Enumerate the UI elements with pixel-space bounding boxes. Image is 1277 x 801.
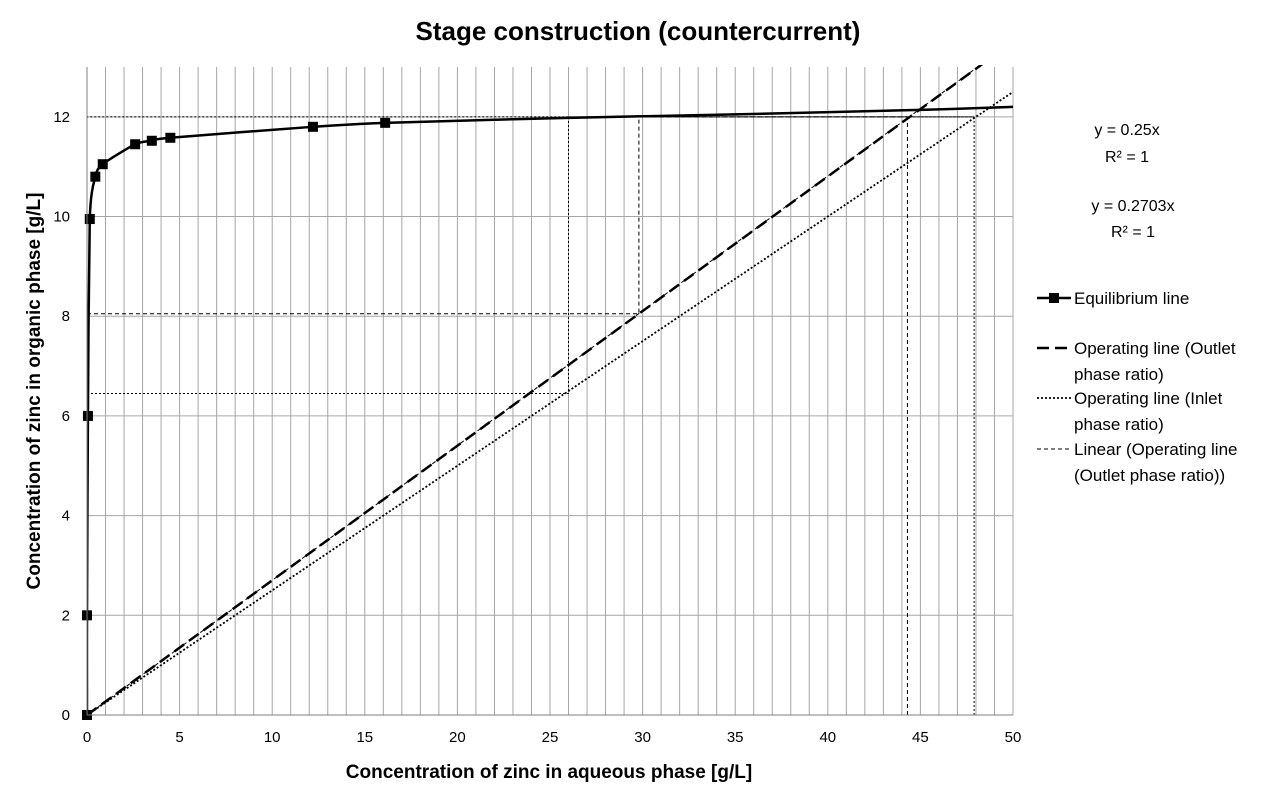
stage-step-line xyxy=(87,116,640,315)
series-marker xyxy=(90,171,101,182)
trendline-r2: R² = 1 xyxy=(1111,224,1155,241)
legend-label-line: Operating line (Outlet xyxy=(1074,339,1236,358)
stage-step-line xyxy=(87,116,570,394)
series-marker xyxy=(307,121,318,132)
y-tick-label: 2 xyxy=(62,607,70,624)
y-axis-title: Concentration of zinc in organic phase [… xyxy=(24,193,45,590)
legend: Equilibrium line Operating line (Outlet ph… xyxy=(1037,289,1237,485)
legend-label-line: Linear (Operating line xyxy=(1074,440,1237,459)
legend-label-line: Equilibrium line xyxy=(1074,289,1189,308)
y-tick-label: 10 xyxy=(53,209,70,226)
trendline-r2: R² = 1 xyxy=(1105,149,1149,166)
x-tick-label: 15 xyxy=(356,729,373,746)
legend-label-line: phase ratio) xyxy=(1074,415,1164,434)
legend-label-line: Operating line (Inlet xyxy=(1074,389,1223,408)
y-tick-label: 4 xyxy=(62,508,70,525)
x-tick-label: 10 xyxy=(264,729,281,746)
stage-steps xyxy=(87,116,975,715)
trendline-equation: y = 0.2703x xyxy=(1091,198,1174,215)
legend-label-line: phase ratio) xyxy=(1074,365,1164,384)
x-tick-label: 50 xyxy=(1005,729,1022,746)
series-marker xyxy=(97,159,108,170)
stage-step-line xyxy=(87,116,975,715)
legend-swatch-marker xyxy=(1049,293,1059,303)
tick-labels: 0 5 10 15 20 25 30 35 40 45 50 0 2 4 6 8 10 12 xyxy=(53,109,1021,746)
x-tick-label: 35 xyxy=(727,729,744,746)
x-tick-label: 30 xyxy=(634,729,651,746)
legend-label: Operating line (Inlet phase ratio) xyxy=(1074,389,1223,434)
y-tick-label: 6 xyxy=(62,408,70,425)
series-marker xyxy=(146,135,157,146)
series-marker xyxy=(84,214,95,225)
series-line xyxy=(87,65,982,716)
legend-label-line: (Outlet phase ratio)) xyxy=(1074,466,1225,485)
x-tick-label: 40 xyxy=(819,729,836,746)
series-marker xyxy=(380,117,391,128)
x-tick-label: 45 xyxy=(912,729,929,746)
legend-label: Linear (Operating line (Outlet phase rati… xyxy=(1074,440,1237,485)
y-tick-label: 0 xyxy=(62,707,70,724)
legend-label: Operating line (Outlet phase ratio) xyxy=(1074,339,1236,384)
series-marker xyxy=(130,139,141,150)
axes xyxy=(86,67,1013,716)
series-layer xyxy=(82,65,1014,720)
x-tick-label: 0 xyxy=(83,729,91,746)
x-tick-label: 5 xyxy=(175,729,183,746)
x-tick-label: 25 xyxy=(542,729,559,746)
y-tick-label: 8 xyxy=(62,308,70,325)
series-marker xyxy=(165,132,176,143)
chart-title: Stage construction (countercurrent) xyxy=(416,16,861,46)
legend-label: Equilibrium line xyxy=(1074,289,1189,308)
x-tick-label: 20 xyxy=(449,729,466,746)
gridlines xyxy=(86,67,1014,716)
y-tick-label: 12 xyxy=(53,109,70,126)
series-marker xyxy=(82,410,93,421)
x-axis-title: Concentration of zinc in aqueous phase [… xyxy=(346,762,752,783)
trendline-equations: y = 0.25x R² = 1 y = 0.2703x R² = 1 xyxy=(1091,122,1174,241)
trendline-equation: y = 0.25x xyxy=(1094,122,1159,139)
